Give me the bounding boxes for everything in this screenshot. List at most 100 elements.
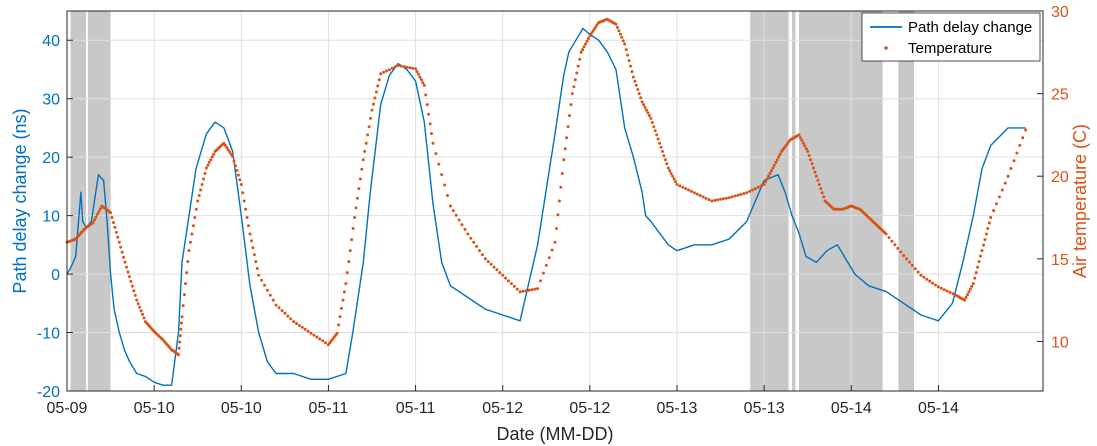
temperature-point-50 xyxy=(138,305,142,309)
temperature-point-324 xyxy=(640,100,644,104)
temperature-point-53 xyxy=(142,316,146,320)
temperature-point-18 xyxy=(91,221,95,224)
temperature-point-413 xyxy=(813,170,817,174)
temperature-point-197 xyxy=(377,78,381,82)
temperature-point-408 xyxy=(806,149,810,153)
temperature-point-311 xyxy=(621,39,625,43)
temperature-point-263 xyxy=(550,248,554,252)
temperature-point-211 xyxy=(415,70,419,74)
temperature-point-462 xyxy=(884,232,888,236)
temperature-point-249 xyxy=(509,282,513,286)
temperature-point-471 xyxy=(910,263,914,267)
temperature-point-286 xyxy=(585,39,589,43)
temperature-point-356 xyxy=(698,194,702,197)
temperature-point-196 xyxy=(376,84,380,88)
temperature-point-283 xyxy=(581,48,585,52)
shaded-region-0 xyxy=(70,11,87,391)
shaded-regions xyxy=(70,11,915,391)
temperature-point-496 xyxy=(968,287,972,291)
temperature-point-52 xyxy=(141,312,144,316)
temperature-point-515 xyxy=(1003,181,1007,185)
temperature-point-30 xyxy=(109,211,113,215)
temperature-point-228 xyxy=(448,204,452,208)
temperature-point-254 xyxy=(524,289,528,293)
temperature-point-368 xyxy=(733,194,737,198)
temperature-point-369 xyxy=(736,193,740,197)
temperature-point-276 xyxy=(570,92,574,96)
temperature-point-479 xyxy=(934,283,937,287)
temperature-point-272 xyxy=(565,136,569,140)
temperature-point-475 xyxy=(922,275,926,279)
temperature-point-265 xyxy=(555,227,558,230)
temperature-point-189 xyxy=(366,133,370,137)
temperature-point-319 xyxy=(633,79,637,83)
temperature-point-36 xyxy=(117,240,121,244)
temperature-point-23 xyxy=(98,207,102,211)
temperature-point-320 xyxy=(634,83,638,87)
temperature-point-360 xyxy=(710,199,714,203)
temperature-point-35 xyxy=(116,235,120,239)
temperature-point-284 xyxy=(582,45,586,49)
temperature-point-212 xyxy=(417,72,420,76)
temperature-point-410 xyxy=(809,158,813,162)
temperature-point-209 xyxy=(411,66,415,70)
temperature-point-267 xyxy=(557,199,561,203)
temperature-point-103 xyxy=(206,163,210,167)
temperature-point-129 xyxy=(244,207,248,211)
temperature-point-130 xyxy=(245,216,249,219)
right-tick-label-3: 25 xyxy=(1051,87,1069,104)
temperature-point-123 xyxy=(235,168,239,172)
temperature-point-344 xyxy=(669,172,673,175)
temperature-point-125 xyxy=(238,178,242,182)
temperature-point-235 xyxy=(469,236,473,240)
temperature-point-106 xyxy=(210,155,214,159)
temperature-point-339 xyxy=(662,154,666,158)
temperature-point-220 xyxy=(428,122,432,126)
temperature-point-215 xyxy=(421,81,425,85)
left-tick-label-5: 30 xyxy=(42,92,60,109)
temperature-point-351 xyxy=(684,187,688,191)
temperature-point-406 xyxy=(803,144,807,148)
temperature-point-322 xyxy=(637,92,641,96)
temperature-point-382 xyxy=(768,172,772,175)
x-tick-label-6: 05-12 xyxy=(569,400,610,417)
legend-box xyxy=(861,12,1041,62)
temperature-point-126 xyxy=(239,183,243,186)
temperature-point-115 xyxy=(223,143,227,147)
temperature-point-204 xyxy=(396,64,400,67)
temperature-point-236 xyxy=(472,240,476,244)
temperature-point-407 xyxy=(804,147,808,151)
temperature-point-477 xyxy=(928,279,932,283)
temperature-point-144 xyxy=(274,303,278,307)
temperature-point-45 xyxy=(130,284,134,288)
x-tick-label-3: 05-11 xyxy=(309,400,349,417)
left-tick-label-4: 20 xyxy=(42,150,60,167)
temperature-point-327 xyxy=(645,108,648,112)
left-tick-label-0: -20 xyxy=(37,384,60,401)
right-tick-label-0: 10 xyxy=(1051,334,1069,351)
temperature-point-415 xyxy=(816,178,820,182)
temperature-point-258 xyxy=(536,287,540,291)
temperature-point-337 xyxy=(659,145,663,149)
temperature-point-381 xyxy=(767,174,770,178)
temperature-point-507 xyxy=(984,232,988,236)
temperature-point-317 xyxy=(630,70,634,74)
temperature-point-248 xyxy=(507,279,510,283)
temperature-point-82 xyxy=(179,327,183,331)
temperature-point-384 xyxy=(771,166,775,170)
temperature-point-270 xyxy=(562,158,566,162)
temperature-point-98 xyxy=(199,188,203,192)
left-axis-label: Path delay change (ns) xyxy=(10,108,30,293)
temperature-point-518 xyxy=(1012,159,1016,163)
temperature-point-121 xyxy=(232,159,236,163)
temperature-point-231 xyxy=(457,218,461,222)
temperature-point-232 xyxy=(460,223,464,227)
temperature-point-32 xyxy=(112,221,115,224)
temperature-point-34 xyxy=(114,230,118,234)
temperature-point-221 xyxy=(430,132,433,135)
temperature-point-520 xyxy=(1018,143,1022,147)
temperature-point-227 xyxy=(446,194,449,197)
temperature-point-465 xyxy=(893,243,897,247)
temperature-point-149 xyxy=(289,317,293,321)
temperature-point-156 xyxy=(309,331,313,335)
